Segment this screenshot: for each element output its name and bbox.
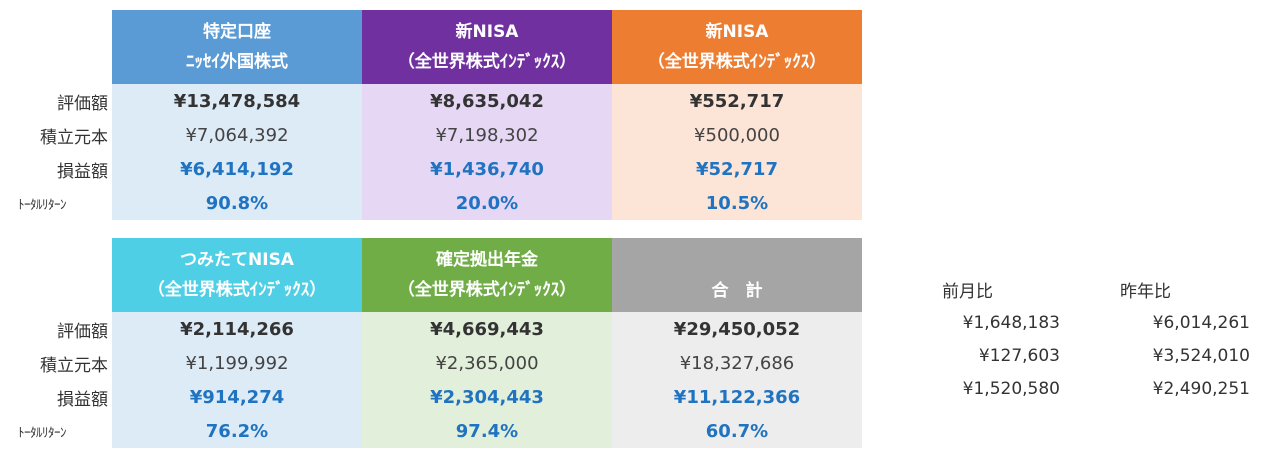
row-label: 積立元本 xyxy=(40,127,108,148)
column-header-total: 合 計 xyxy=(612,238,862,312)
row-label: 損益額 xyxy=(57,161,108,182)
row-valuation: 評価額 ¥2,114,266 ¥4,669,443 ¥29,450,052 xyxy=(12,312,862,346)
value-cell: ¥2,304,443 xyxy=(362,380,612,414)
mom-value: ¥1,520,580 xyxy=(962,378,1060,399)
value-cell: ¥4,669,443 xyxy=(362,312,612,346)
row-profit: 損益額 ¥6,414,192 ¥1,436,740 ¥52,717 xyxy=(12,152,862,186)
value-cell: ¥11,122,366 xyxy=(612,380,862,414)
value-cell: 76.2% xyxy=(112,414,362,448)
value-cell: 90.8% xyxy=(112,186,362,220)
row-valuation: 評価額 ¥13,478,584 ¥8,635,042 ¥552,717 xyxy=(12,84,862,118)
value-cell: ¥7,064,392 xyxy=(112,118,362,152)
value-cell: ¥2,114,266 xyxy=(112,312,362,346)
column-header-tokutei: 特定口座 ﾆｯｾｲ外国株式 xyxy=(112,10,362,84)
column-subtitle: （全世界株式ｲﾝﾃﾞｯｸｽ） xyxy=(647,52,827,72)
column-title: 合 計 xyxy=(711,281,763,301)
row-label: ﾄｰﾀﾙﾘﾀｰﾝ xyxy=(18,197,67,213)
value-cell: ¥1,436,740 xyxy=(362,152,612,186)
column-title: 新NISA xyxy=(705,22,769,42)
value-cell: 60.7% xyxy=(612,414,862,448)
row-principal: 積立元本 ¥7,064,392 ¥7,198,302 ¥500,000 xyxy=(12,118,862,152)
row-label: 積立元本 xyxy=(40,355,108,376)
row-total-return: ﾄｰﾀﾙﾘﾀｰﾝ 76.2% 97.4% 60.7% xyxy=(12,414,862,448)
comparison-row-principal: ¥127,603 ¥3,524,010 xyxy=(900,339,1260,372)
column-title: つみたてNISA xyxy=(180,250,294,270)
row-label: 損益額 xyxy=(57,389,108,410)
column-subtitle: （全世界株式ｲﾝﾃﾞｯｸｽ） xyxy=(147,280,327,300)
bottom-header-row: つみたてNISA （全世界株式ｲﾝﾃﾞｯｸｽ） 確定拠出年金 （全世界株式ｲﾝﾃ… xyxy=(12,238,862,312)
column-header-new-nisa-2: 新NISA （全世界株式ｲﾝﾃﾞｯｸｽ） xyxy=(612,10,862,84)
comparison-header: 前月比 昨年比 xyxy=(900,272,1260,306)
value-cell: ¥914,274 xyxy=(112,380,362,414)
value-cell: 97.4% xyxy=(362,414,612,448)
column-header-ideco: 確定拠出年金 （全世界株式ｲﾝﾃﾞｯｸｽ） xyxy=(362,238,612,312)
value-cell: ¥2,365,000 xyxy=(362,346,612,380)
comparison-table: 前月比 昨年比 ¥1,648,183 ¥6,014,261 ¥127,603 ¥… xyxy=(900,272,1260,405)
value-cell: ¥18,327,686 xyxy=(612,346,862,380)
value-cell: ¥7,198,302 xyxy=(362,118,612,152)
yoy-value: ¥2,490,251 xyxy=(1152,378,1250,399)
column-title: 新NISA xyxy=(455,22,519,42)
row-profit: 損益額 ¥914,274 ¥2,304,443 ¥11,122,366 xyxy=(12,380,862,414)
bottom-summary-table: つみたてNISA （全世界株式ｲﾝﾃﾞｯｸｽ） 確定拠出年金 （全世界株式ｲﾝﾃ… xyxy=(12,238,862,448)
value-cell: ¥552,717 xyxy=(612,84,862,118)
column-title: 特定口座 xyxy=(203,22,271,42)
column-header-tsumitate-nisa: つみたてNISA （全世界株式ｲﾝﾃﾞｯｸｽ） xyxy=(112,238,362,312)
row-total-return: ﾄｰﾀﾙﾘﾀｰﾝ 90.8% 20.0% 10.5% xyxy=(12,186,862,220)
header-year-over-year: 昨年比 xyxy=(1120,281,1171,302)
column-header-new-nisa-1: 新NISA （全世界株式ｲﾝﾃﾞｯｸｽ） xyxy=(362,10,612,84)
yoy-value: ¥3,524,010 xyxy=(1152,345,1250,366)
value-cell: ¥13,478,584 xyxy=(112,84,362,118)
top-summary-table: 特定口座 ﾆｯｾｲ外国株式 新NISA （全世界株式ｲﾝﾃﾞｯｸｽ） 新NISA… xyxy=(12,10,862,220)
value-cell: 20.0% xyxy=(362,186,612,220)
value-cell: ¥500,000 xyxy=(612,118,862,152)
row-label: ﾄｰﾀﾙﾘﾀｰﾝ xyxy=(18,425,67,441)
value-cell: ¥52,717 xyxy=(612,152,862,186)
yoy-value: ¥6,014,261 xyxy=(1152,312,1250,333)
mom-value: ¥1,648,183 xyxy=(962,312,1060,333)
value-cell: ¥6,414,192 xyxy=(112,152,362,186)
column-subtitle: ﾆｯｾｲ外国株式 xyxy=(186,52,288,72)
value-cell: ¥29,450,052 xyxy=(612,312,862,346)
column-subtitle: （全世界株式ｲﾝﾃﾞｯｸｽ） xyxy=(397,52,577,72)
value-cell: ¥1,199,992 xyxy=(112,346,362,380)
top-header-row: 特定口座 ﾆｯｾｲ外国株式 新NISA （全世界株式ｲﾝﾃﾞｯｸｽ） 新NISA… xyxy=(12,10,862,84)
row-label: 評価額 xyxy=(57,321,108,342)
row-principal: 積立元本 ¥1,199,992 ¥2,365,000 ¥18,327,686 xyxy=(12,346,862,380)
comparison-row-valuation: ¥1,648,183 ¥6,014,261 xyxy=(900,306,1260,339)
column-subtitle: （全世界株式ｲﾝﾃﾞｯｸｽ） xyxy=(397,280,577,300)
mom-value: ¥127,603 xyxy=(978,345,1060,366)
value-cell: 10.5% xyxy=(612,186,862,220)
column-title: 確定拠出年金 xyxy=(436,250,538,270)
header-month-over-month: 前月比 xyxy=(942,281,993,302)
comparison-row-profit: ¥1,520,580 ¥2,490,251 xyxy=(900,372,1260,405)
row-label: 評価額 xyxy=(57,93,108,114)
value-cell: ¥8,635,042 xyxy=(362,84,612,118)
